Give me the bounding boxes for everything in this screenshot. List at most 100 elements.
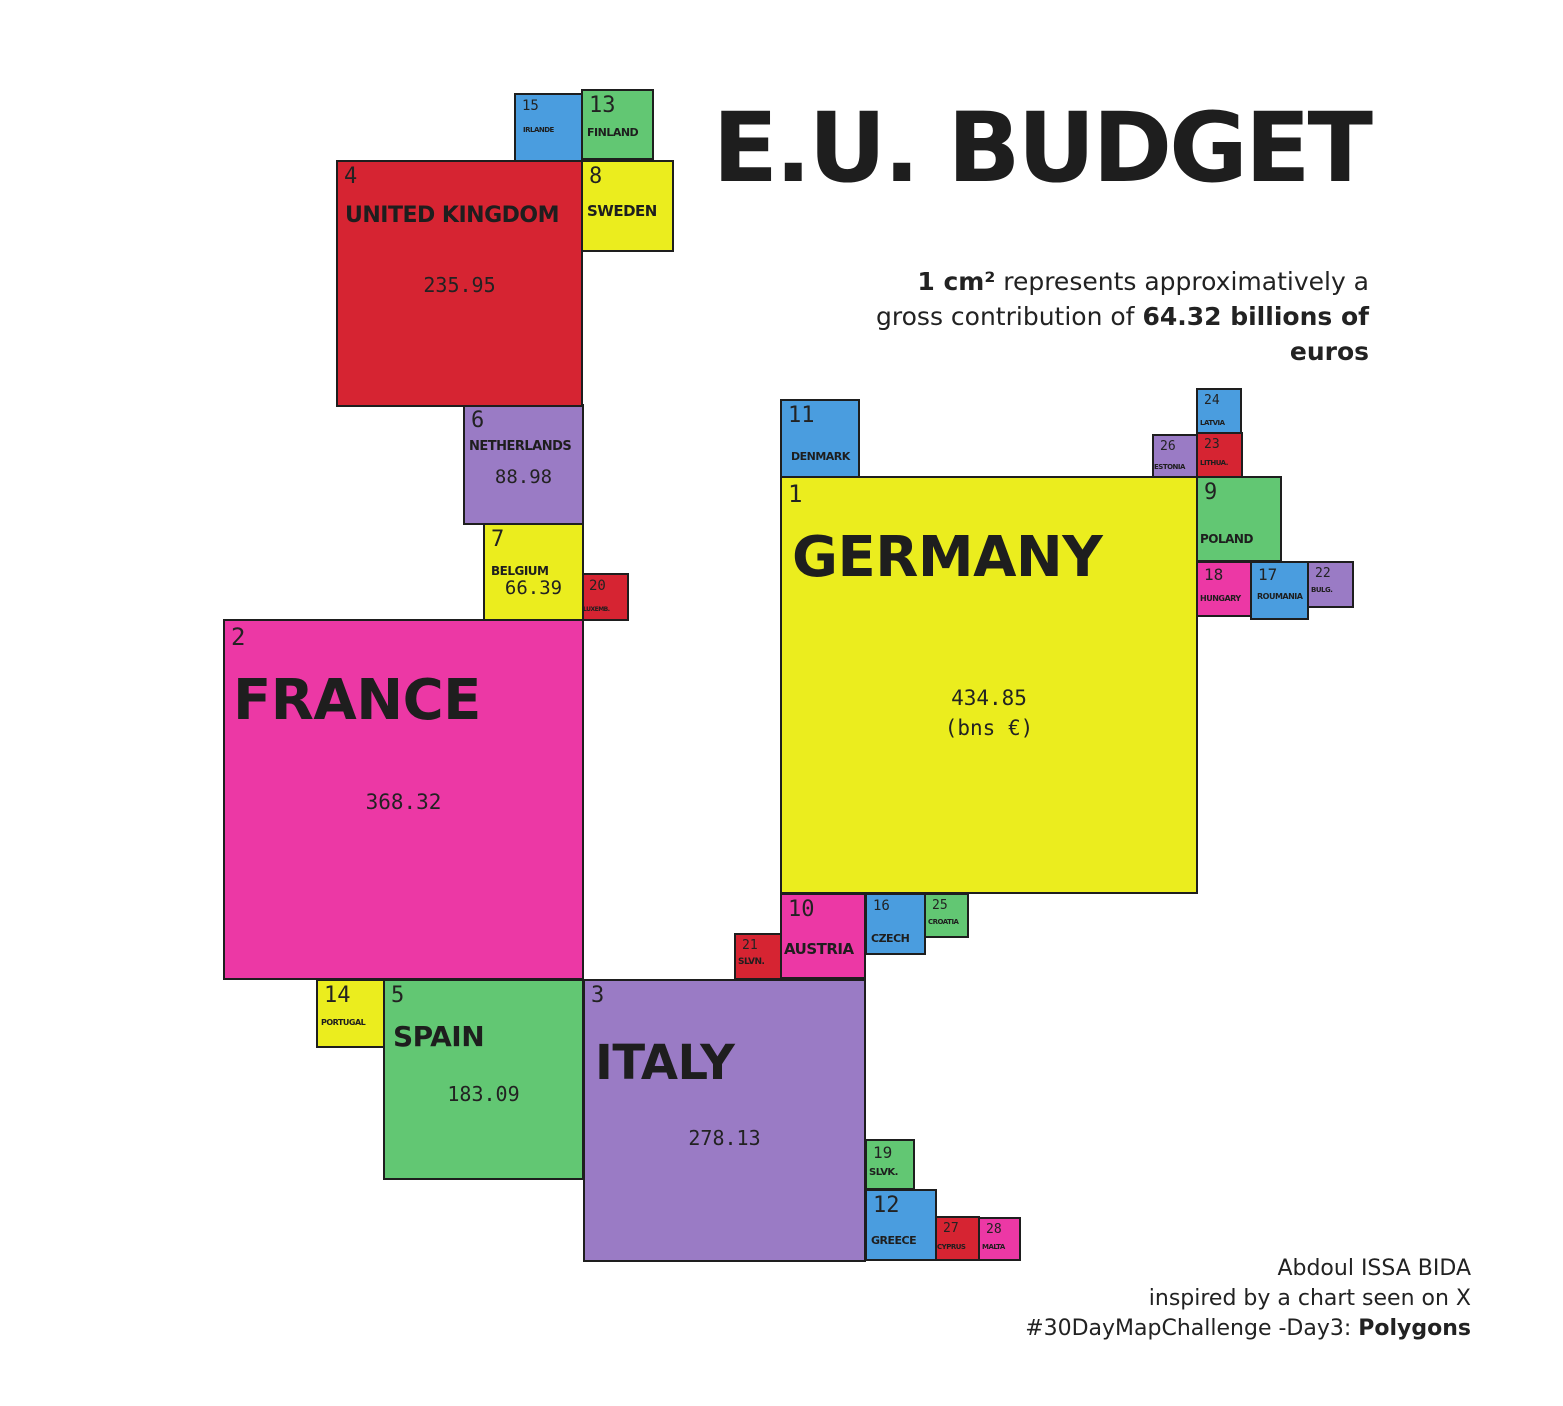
scale-note-unit: 1 cm² — [917, 267, 996, 296]
country-value-number: 434.85 — [951, 686, 1027, 710]
credits-challenge-prefix: #30DayMapChallenge -Day3: — [1025, 1316, 1359, 1341]
country-value-number: 235.95 — [423, 273, 496, 297]
country-czech: 16 CZECH — [865, 893, 926, 955]
country-spain: 5 SPAIN 183.09 — [383, 979, 584, 1180]
country-estonia: 26 ESTONIA — [1152, 434, 1198, 479]
country-malta: 28 MALTA — [978, 1217, 1021, 1261]
country-rank: 21 — [742, 938, 758, 953]
country-name: GREECE — [871, 1234, 917, 1247]
country-name: BELGIUM — [491, 564, 549, 578]
country-netherlands: 6 NETHERLANDS 88.98 — [463, 404, 584, 525]
country-name: CZECH — [871, 932, 910, 945]
country-rank: 19 — [873, 1143, 893, 1162]
country-rank: 18 — [1204, 565, 1224, 584]
country-name: PORTUGAL — [321, 1018, 366, 1027]
country-luxemb: 20 LUXEMB. — [581, 573, 629, 621]
country-value: 368.32 — [225, 787, 582, 817]
country-rank: 8 — [589, 164, 603, 189]
country-rank: 24 — [1204, 393, 1220, 408]
country-name: LUXEMB. — [583, 606, 610, 613]
country-value: 88.98 — [465, 462, 582, 492]
country-name: POLAND — [1200, 532, 1253, 546]
country-rank: 28 — [986, 1222, 1002, 1237]
country-latvia: 24 LATVIA — [1196, 388, 1242, 434]
country-rank: 5 — [391, 983, 405, 1008]
country-germany: 1 GERMANY 434.85 (bns €) — [780, 476, 1198, 894]
country-name: CYPRUS — [937, 1243, 966, 1251]
country-slvk: 19 SLVK. — [865, 1139, 915, 1190]
country-name: LITHUA. — [1200, 459, 1228, 467]
country-rank: 22 — [1315, 566, 1331, 581]
country-rank: 15 — [522, 98, 539, 114]
country-rank: 20 — [589, 578, 606, 594]
country-name: IRLANDE — [523, 126, 554, 134]
country-value: 183.09 — [385, 1079, 582, 1109]
credits-challenge-day: Polygons — [1358, 1316, 1471, 1341]
country-denmark: 11 DENMARK — [780, 399, 860, 478]
scale-note-text: represents approximatively a gross contr… — [876, 267, 1369, 331]
country-rank: 11 — [788, 403, 815, 428]
country-name: DENMARK — [791, 450, 850, 463]
country-rank: 6 — [471, 408, 485, 433]
country-value-number: 368.32 — [365, 790, 442, 814]
country-value: 235.95 — [338, 270, 581, 300]
country-value: 434.85 (bns €) — [782, 683, 1196, 743]
country-name: AUSTRIA — [784, 940, 854, 958]
country-rank: 9 — [1204, 480, 1218, 505]
country-name: UNITED KINGDOM — [345, 203, 559, 228]
credits-author: Abdoul ISSA BIDA — [1277, 1256, 1471, 1281]
country-name: FRANCE — [233, 668, 481, 733]
country-hungary: 18 HUNGARY — [1196, 561, 1252, 617]
credits: Abdoul ISSA BIDA inspired by a chart see… — [871, 1254, 1471, 1344]
country-value-number: 183.09 — [447, 1082, 520, 1106]
credits-challenge: #30DayMapChallenge -Day3: Polygons — [871, 1314, 1471, 1344]
country-slvn: 21 SLVN. — [734, 933, 782, 980]
country-rank: 3 — [591, 983, 605, 1008]
country-value: 66.39 — [485, 573, 582, 603]
country-name: SLVN. — [738, 957, 765, 967]
country-united-kingdom: 4 UNITED KINGDOM 235.95 — [336, 160, 583, 407]
country-rank: 10 — [788, 897, 815, 922]
country-name: LATVIA — [1200, 419, 1225, 427]
country-name: HUNGARY — [1200, 594, 1241, 603]
country-rank: 13 — [589, 93, 616, 118]
map-title: E.U. BUDGET — [712, 92, 1373, 204]
country-name: BULG. — [1311, 586, 1333, 594]
country-name: SPAIN — [393, 1020, 485, 1053]
country-france: 2 FRANCE 368.32 — [223, 619, 584, 980]
country-name: ITALY — [595, 1035, 735, 1091]
country-rank: 4 — [344, 164, 358, 189]
country-name: FINLAND — [587, 126, 639, 139]
country-rank: 16 — [873, 898, 890, 914]
country-cyprus: 27 CYPRUS — [935, 1216, 980, 1261]
scale-note-value: 64.32 billions of euros — [1142, 302, 1369, 366]
country-poland: 9 POLAND — [1196, 476, 1282, 562]
country-croatia: 25 CROATIA — [924, 893, 969, 938]
value-unit: (bns €) — [944, 716, 1034, 740]
country-lithua: 23 LITHUA. — [1196, 432, 1243, 478]
country-rank: 7 — [491, 527, 505, 552]
scale-note: 1 cm² represents approximatively a gross… — [849, 264, 1369, 369]
country-rank: 25 — [932, 898, 948, 913]
country-finland: 13 FINLAND — [581, 89, 654, 160]
country-name: ESTONIA — [1154, 463, 1185, 471]
country-belgium: 7 BELGIUM 66.39 — [483, 523, 584, 621]
country-value-number: 66.39 — [504, 577, 563, 599]
country-name: NETHERLANDS — [469, 439, 572, 454]
country-value: 278.13 — [585, 1123, 864, 1153]
country-portugal: 14 PORTUGAL — [316, 979, 385, 1048]
country-rank: 26 — [1160, 439, 1176, 454]
country-austria: 10 AUSTRIA — [780, 893, 866, 979]
country-bulg: 22 BULG. — [1307, 561, 1354, 608]
country-value-number: 278.13 — [688, 1126, 761, 1150]
country-name: ROUMANIA — [1257, 592, 1303, 601]
credits-inspiration: inspired by a chart seen on X — [1148, 1286, 1471, 1311]
country-value-number: 88.98 — [494, 466, 553, 488]
country-rank: 17 — [1258, 565, 1278, 584]
country-name: SWEDEN — [587, 202, 657, 220]
country-rank: 1 — [788, 480, 803, 508]
country-name: SLVK. — [869, 1167, 898, 1178]
country-name: MALTA — [982, 1243, 1005, 1251]
country-rank: 27 — [943, 1221, 959, 1236]
